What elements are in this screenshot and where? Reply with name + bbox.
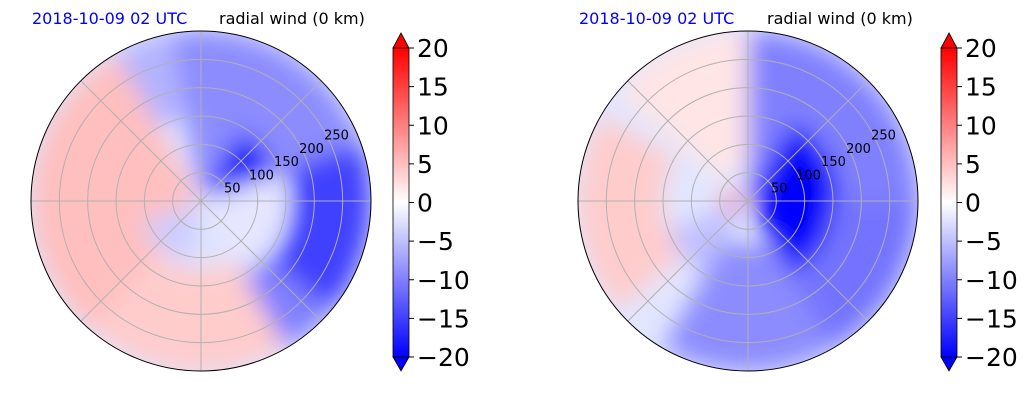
colorbar-tick-label: 5	[417, 150, 433, 179]
colorbar-tick-label: −10	[965, 266, 1018, 295]
field-region-8	[142, 202, 201, 263]
field-region-3	[270, 142, 371, 311]
grid-spoke-6	[627, 200, 749, 322]
ring-label-250: 250	[324, 128, 349, 143]
grid-spoke-2	[747, 80, 869, 202]
panel-1-grid	[31, 31, 371, 371]
field-region-2	[208, 132, 276, 197]
colorbar-2-extend-bottom	[940, 356, 958, 372]
colorbar-2-extend-top	[940, 32, 958, 49]
grid-spoke-4	[80, 80, 202, 202]
ring-label-150: 150	[274, 155, 299, 170]
colorbar-2: 20 15 10 5 0 −5 −10 −15 −20	[940, 32, 1018, 372]
field-region-6	[578, 116, 683, 311]
colorbar-tick-label: 5	[965, 150, 981, 179]
panel-1-field-regions	[31, 31, 371, 371]
colorbar-tick-label: −15	[417, 304, 470, 333]
field-region-7	[91, 253, 286, 371]
colorbar-tick-label: 20	[965, 34, 997, 63]
colorbar-tick-label: 0	[965, 189, 981, 218]
colorbar-tick-label: 10	[965, 111, 997, 140]
colorbar-1: 20 15 10 5 0 −5 −10 −15 −20	[392, 32, 470, 372]
field-region-9	[203, 171, 286, 275]
ring-label-50: 50	[771, 182, 788, 197]
panel-2-date-label: 2018-10-09 02 UTC	[579, 9, 734, 28]
colorbar-tick-label: −5	[965, 227, 1002, 256]
panel-2-variable-label: radial wind (0 km)	[767, 9, 913, 28]
colorbar-tick-label: −5	[417, 227, 454, 256]
colorbar-tick-label: 20	[417, 34, 449, 63]
field-region-8	[668, 204, 743, 275]
colorbar-tick-label: 15	[965, 73, 997, 102]
ring-label-200: 200	[299, 142, 324, 157]
colorbar-2-gradient	[940, 47, 958, 358]
panel-2-frame	[577, 30, 919, 372]
field-region-5	[617, 31, 748, 180]
ring-label-150: 150	[821, 155, 846, 170]
panel-2: 2018-10-09 02 UTC radial wind (0 km) 50 1…	[577, 9, 919, 372]
grid-spoke-8	[747, 200, 869, 322]
panel-1: 2018-10-09 02 UTC radial wind (0 km) 50 1…	[30, 9, 372, 372]
colorbar-1-gradient	[392, 47, 410, 358]
colorbar-1-extend-top	[392, 32, 410, 49]
colorbar-tick-label: 15	[417, 73, 449, 102]
colorbar-2-ticks: 20 15 10 5 0 −5 −10 −15 −20	[957, 34, 1018, 372]
colorbar-tick-label: −20	[965, 343, 1018, 372]
panel-2-grid	[578, 31, 918, 371]
field-region-1	[171, 31, 361, 198]
ring-label-50: 50	[224, 182, 241, 197]
ring-label-100: 100	[796, 168, 821, 183]
colorbar-tick-label: 10	[417, 111, 449, 140]
grid-spoke-4	[627, 80, 749, 202]
panel-1-variable-label: radial wind (0 km)	[219, 9, 365, 28]
colorbar-tick-label: −15	[965, 304, 1018, 333]
colorbar-tick-label: −10	[417, 266, 470, 295]
colorbar-1-ticks: 20 15 10 5 0 −5 −10 −15 −20	[409, 34, 470, 372]
ring-label-100: 100	[249, 168, 274, 183]
panel-1-frame	[30, 30, 372, 372]
ring-label-200: 200	[846, 142, 871, 157]
colorbar-1-extend-bottom	[392, 356, 410, 372]
grid-spoke-2	[200, 80, 322, 202]
panel-1-date-label: 2018-10-09 02 UTC	[32, 9, 187, 28]
colorbar-tick-label: 0	[417, 189, 433, 218]
grid-spoke-6	[80, 200, 202, 322]
ring-label-250: 250	[871, 128, 896, 143]
grid-spoke-8	[200, 200, 322, 322]
colorbar-tick-label: −20	[417, 343, 470, 372]
